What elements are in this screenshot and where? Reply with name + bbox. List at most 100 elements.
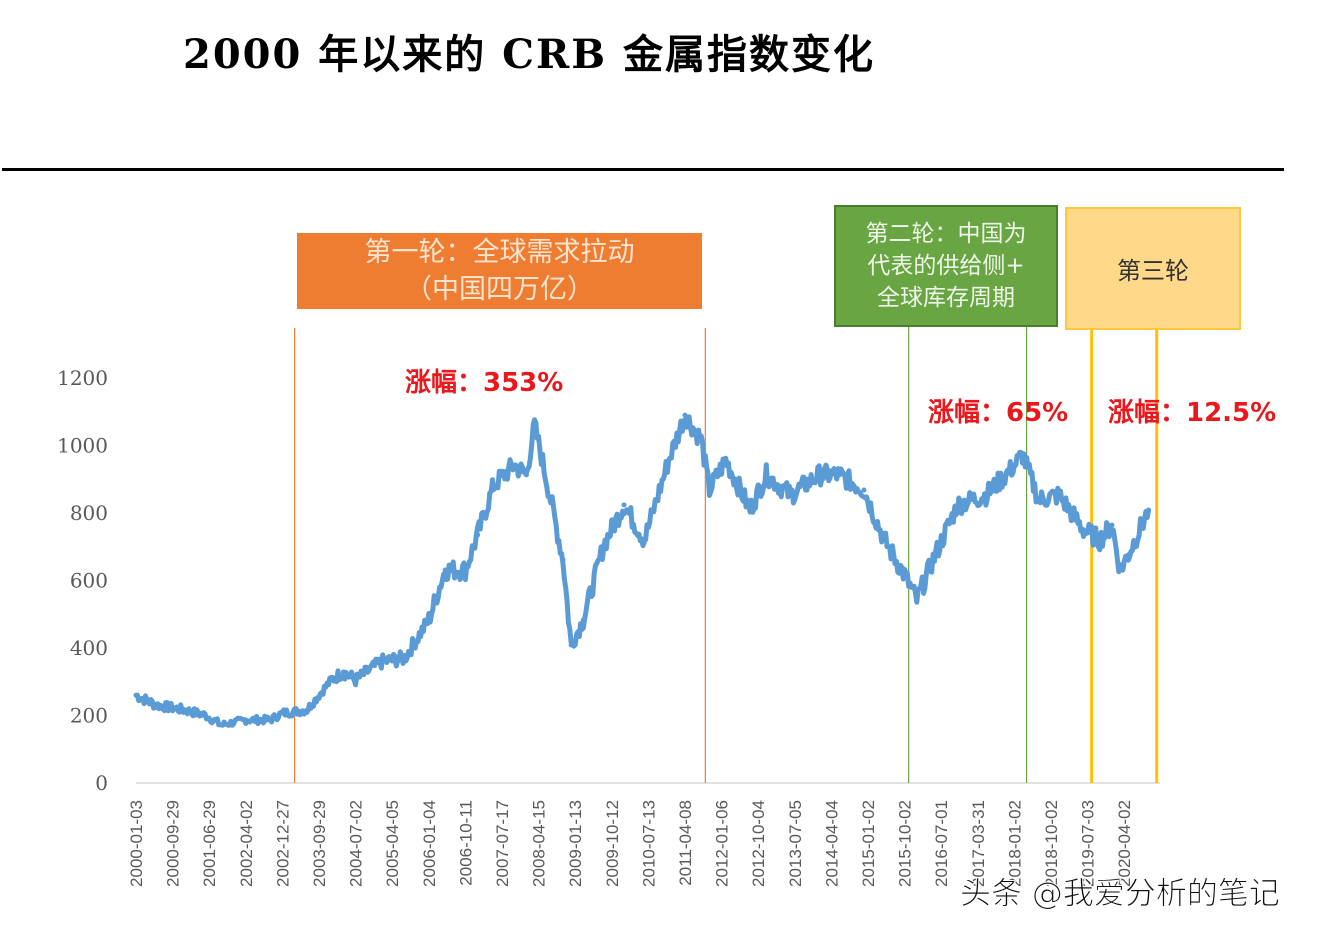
x-tick-label: 2016-07-01: [932, 800, 951, 887]
data-point: [1056, 492, 1062, 498]
y-tick-label: 1000: [57, 434, 108, 458]
data-point: [902, 572, 908, 578]
data-point: [706, 487, 712, 493]
data-point: [1125, 552, 1131, 558]
round2-label: 第二轮：中国为 代表的供给侧+ 全球库存周期: [865, 221, 1027, 311]
gain2-label: 涨幅：65%: [928, 398, 1069, 428]
data-point: [218, 722, 224, 728]
data-point: [1007, 467, 1013, 473]
x-tick-label: 2011-04-08: [676, 800, 695, 886]
data-point: [698, 437, 704, 443]
x-tick-label: 2006-10-11: [456, 800, 475, 886]
data-point: [914, 597, 920, 603]
data-point: [340, 669, 346, 675]
data-point: [267, 717, 273, 723]
data-point: [601, 542, 607, 548]
data-point: [1146, 507, 1152, 513]
data-point: [304, 707, 310, 713]
data-point: [861, 487, 867, 493]
data-point: [666, 457, 672, 463]
data-point: [182, 707, 188, 713]
data-point: [491, 482, 497, 488]
x-tick-label: 2017-03-31: [969, 800, 988, 887]
data-point: [401, 655, 407, 661]
data-point: [511, 462, 517, 468]
watermark: 头条 @我爱分析的笔记: [960, 876, 1281, 913]
data-point: [983, 492, 989, 498]
data-point: [954, 502, 960, 508]
x-tick-label: 2002-12-27: [273, 800, 292, 887]
x-tick-label: 2006-01-04: [420, 800, 439, 887]
x-tick-label: 2020-04-02: [1115, 800, 1134, 887]
data-point: [243, 717, 249, 723]
x-tick-label: 2005-04-05: [383, 800, 402, 887]
x-tick-label: 2002-04-02: [237, 800, 256, 887]
round1-label: 第一轮：全球需求拉动 （中国四万亿）: [364, 237, 635, 305]
x-tick-label: 2015-10-02: [896, 800, 915, 887]
data-point: [475, 532, 481, 538]
data-point: [568, 642, 574, 648]
data-point: [1036, 497, 1042, 503]
data-point: [837, 472, 843, 478]
y-tick-label: 800: [70, 501, 108, 525]
x-tick-label: 2009-01-13: [566, 800, 585, 887]
gain3-label: 涨幅：12.5%: [1108, 398, 1277, 428]
x-tick-label: 2014-04-04: [822, 800, 841, 887]
data-point: [153, 702, 159, 708]
x-tick-label: 2018-10-02: [1042, 800, 1061, 887]
round2-box: 第二轮：中国为 代表的供给侧+ 全球库存周期: [834, 205, 1058, 327]
y-tick-label: 200: [70, 704, 108, 728]
data-point: [621, 502, 627, 508]
x-tick-label: 2004-07-02: [347, 800, 366, 887]
data-point: [202, 712, 208, 718]
data-point: [560, 557, 566, 563]
data-point: [580, 617, 586, 623]
data-point: [1109, 522, 1115, 528]
data-point: [523, 472, 529, 478]
data-point: [1097, 537, 1103, 543]
x-tick-label: 2007-07-17: [493, 800, 512, 887]
x-tick-label: 2010-07-13: [639, 800, 658, 887]
x-tick-label: 2019-07-03: [1079, 800, 1098, 887]
data-point: [723, 457, 729, 463]
crb-index-line: [134, 414, 1152, 728]
title-divider: [2, 168, 1284, 171]
y-tick-label: 0: [95, 771, 108, 795]
x-tick-label: 2001-06-29: [200, 800, 219, 887]
data-point: [1117, 567, 1123, 573]
data-point: [881, 537, 887, 543]
x-tick-label: 2000-01-03: [127, 800, 146, 887]
data-point: [930, 557, 936, 563]
data-point: [133, 692, 139, 698]
data-point: [747, 507, 753, 513]
data-point: [1020, 452, 1026, 458]
data-point: [816, 472, 822, 478]
data-point: [353, 677, 359, 683]
data-point: [788, 492, 794, 498]
x-tick-label: 2018-01-02: [1005, 800, 1024, 887]
data-point: [442, 567, 448, 573]
x-tick-label: 2003-09-29: [310, 800, 329, 887]
x-tick-label: 2012-10-04: [749, 800, 768, 887]
y-tick-label: 1200: [57, 366, 108, 390]
round1-box: 第一轮：全球需求拉动 （中国四万亿）: [297, 233, 702, 309]
data-point: [462, 567, 468, 573]
page-title: 2000 年以来的 CRB 金属指数变化: [183, 31, 875, 78]
gain1-label: 涨幅：353%: [405, 368, 564, 398]
x-tick-label: 2009-10-12: [603, 800, 622, 887]
data-point: [426, 617, 432, 623]
data-point: [763, 472, 769, 478]
data-point: [1081, 527, 1087, 533]
x-tick-label: 2000-09-29: [164, 800, 183, 887]
y-tick-label: 600: [70, 569, 108, 593]
round3-box: 第三轮: [1065, 207, 1241, 330]
data-point: [682, 412, 688, 418]
x-tick-label: 2012-01-06: [713, 800, 732, 887]
data-point: [279, 710, 285, 716]
x-tick-label: 2008-04-15: [530, 800, 549, 887]
data-point: [328, 677, 334, 683]
data-point: [532, 422, 538, 428]
data-point: [377, 659, 383, 665]
round3-label: 第三轮: [1117, 257, 1189, 285]
